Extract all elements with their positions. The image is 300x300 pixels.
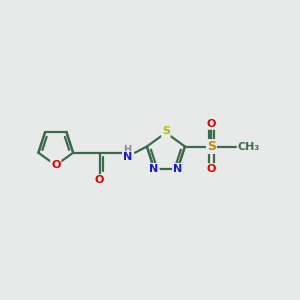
Text: N: N: [123, 152, 132, 162]
Text: CH₃: CH₃: [238, 142, 260, 152]
Text: S: S: [207, 140, 216, 153]
Text: N: N: [173, 164, 182, 174]
Text: H: H: [124, 145, 132, 155]
Text: N: N: [149, 164, 159, 174]
Text: S: S: [162, 126, 170, 136]
Text: O: O: [207, 119, 216, 129]
Text: O: O: [95, 175, 104, 185]
Text: O: O: [51, 160, 61, 170]
Text: O: O: [207, 164, 216, 174]
